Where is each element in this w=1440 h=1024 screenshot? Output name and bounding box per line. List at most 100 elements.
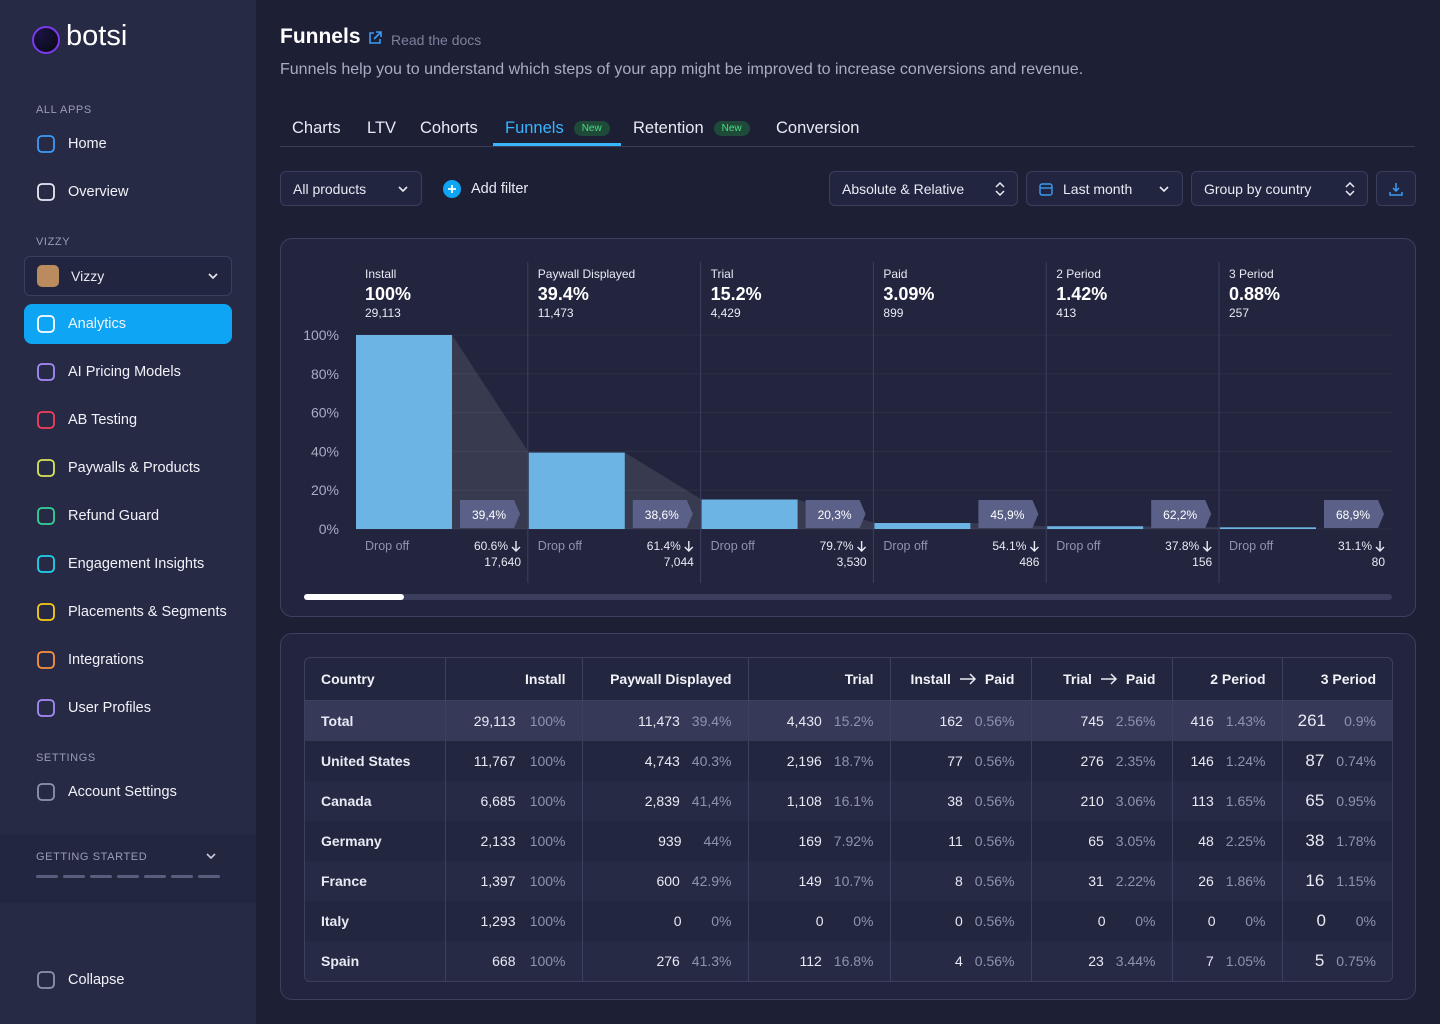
nav-icon xyxy=(37,971,55,989)
step-percent: 3.09% xyxy=(883,284,934,304)
cell-content: 26 1.86% xyxy=(1189,873,1265,889)
nav-label: Engagement Insights xyxy=(68,556,205,572)
docs-link[interactable]: Read the docs xyxy=(391,32,482,48)
y-tick-label: 80% xyxy=(311,366,339,382)
download-button[interactable] xyxy=(1376,171,1416,206)
cell-content: 4,743 40.3% xyxy=(599,753,732,769)
drop-off-label: Drop off xyxy=(883,539,928,553)
nav-item[interactable]: Paywalls & Products xyxy=(24,448,232,488)
mode-select[interactable]: Absolute & Relative xyxy=(829,171,1018,206)
drop-arrow xyxy=(857,541,867,552)
tab[interactable]: Charts xyxy=(292,110,341,146)
cell-count: 113 xyxy=(1191,793,1214,809)
cell-content: 210 3.06% xyxy=(1048,793,1155,809)
value-cell: 0 0% xyxy=(1282,901,1392,941)
value-cell: 87 0.74% xyxy=(1282,741,1392,781)
header-to: Paid xyxy=(1125,671,1156,687)
nav-item[interactable]: AI Pricing Models xyxy=(24,352,232,392)
nav-icon xyxy=(37,411,55,429)
nav-item[interactable]: Placements & Segments xyxy=(24,592,232,632)
tab-label: Charts xyxy=(292,118,341,137)
column-header: Install Paid xyxy=(890,658,1032,701)
country-cell: Total xyxy=(305,700,446,741)
nav-label: Refund Guard xyxy=(68,508,160,524)
icon-shape xyxy=(37,651,55,669)
nav-item[interactable]: User Profiles xyxy=(24,688,232,728)
nav-item[interactable]: AB Testing xyxy=(24,400,232,440)
tab[interactable]: Retention New xyxy=(633,110,750,146)
cell-percent: 0% xyxy=(1245,913,1266,929)
app-selector[interactable]: Vizzy xyxy=(24,256,232,296)
value-cell: 7 1.05% xyxy=(1172,941,1283,981)
progress xyxy=(36,875,220,878)
nav-item[interactable]: Overview xyxy=(24,172,232,212)
cell-percent: 41,4% xyxy=(691,793,732,809)
icon-shape xyxy=(37,135,55,153)
value-cell: 26 1.86% xyxy=(1172,861,1283,901)
add-filter-label: Add filter xyxy=(471,180,529,197)
cell-content: 29,113 100% xyxy=(462,713,566,729)
chevron xyxy=(206,853,216,860)
column-header: Trial Paid xyxy=(1031,658,1173,701)
step-name: Paywall Displayed xyxy=(538,267,635,281)
cell-count: 77 xyxy=(947,753,963,769)
cell-content: 38 1.78% xyxy=(1299,831,1376,851)
cell-content: 939 44% xyxy=(599,833,732,849)
bar xyxy=(701,499,798,529)
cell-content: 112 16.8% xyxy=(765,953,873,969)
cell-percent: 44% xyxy=(703,833,732,849)
cell-count: 276 xyxy=(656,953,680,969)
products-select[interactable]: All products xyxy=(280,171,422,206)
tab[interactable]: Funnels New xyxy=(505,110,610,146)
nav-label: Integrations xyxy=(68,652,144,668)
period-select[interactable]: Last month xyxy=(1026,171,1183,206)
nav-item[interactable]: Collapse xyxy=(24,960,232,1000)
y-tick-label: 0% xyxy=(319,521,339,537)
value-cell: 4 0.56% xyxy=(890,941,1032,981)
tab-label: Conversion xyxy=(776,118,860,137)
cell-percent: 0.74% xyxy=(1336,753,1376,769)
step-percent: 1.42% xyxy=(1056,284,1107,304)
drop-badge-label: 62,2% xyxy=(1163,508,1197,522)
cell-percent: 0% xyxy=(711,913,732,929)
column-header: 3 Period xyxy=(1282,658,1392,701)
cell-percent: 18.7% xyxy=(833,753,874,769)
value-cell: 2,133 100% xyxy=(445,821,583,861)
cell-content: 11,473 39.4% xyxy=(599,713,731,729)
nav-item[interactable]: Engagement Insights xyxy=(24,544,232,584)
nav-item[interactable]: Refund Guard xyxy=(24,496,232,536)
cell-percent: 0.56% xyxy=(974,793,1015,809)
nav-item[interactable]: Home xyxy=(24,124,232,164)
download-icon xyxy=(1389,182,1403,196)
tab[interactable]: LTV xyxy=(367,110,396,146)
header-row: Country Install Paywall Displayed Trial Inst… xyxy=(305,658,1392,701)
nav-item[interactable]: Analytics xyxy=(24,304,232,344)
tab[interactable]: Cohorts xyxy=(420,110,478,146)
nav-icon xyxy=(37,783,55,801)
group-select[interactable]: Group by country xyxy=(1191,171,1368,206)
cell-count: 261 xyxy=(1297,711,1326,730)
tab[interactable]: Conversion xyxy=(776,110,859,146)
nav-icon xyxy=(37,699,55,717)
value-cell: 38 0.56% xyxy=(890,781,1032,821)
chevron-path xyxy=(208,273,218,280)
country-cell: Germany xyxy=(305,821,446,861)
nav-item[interactable]: Account Settings xyxy=(24,772,232,812)
cell-percent: 2.35% xyxy=(1115,753,1156,769)
step-count: 4,429 xyxy=(711,306,741,320)
cell-count: 4,743 xyxy=(644,753,680,769)
add-filter[interactable]: Add filter xyxy=(443,171,528,206)
cell-percent: 100% xyxy=(529,753,566,769)
nav-item[interactable]: Integrations xyxy=(24,640,232,680)
calendar-icon xyxy=(1039,182,1053,196)
cell-percent: 10.7% xyxy=(833,873,874,889)
tab-label: LTV xyxy=(367,118,397,137)
cell-percent: 100% xyxy=(529,713,566,729)
cell-content: 5 0.75% xyxy=(1299,951,1376,971)
cell-content: 2,839 41,4% xyxy=(599,793,732,809)
cell-count: 29,113 xyxy=(473,713,516,729)
cell-content: 11 0.56% xyxy=(907,833,1014,849)
value-cell: 939 44% xyxy=(582,821,749,861)
value-cell: 745 2.56% xyxy=(1031,700,1173,741)
drop-off-label: Drop off xyxy=(538,539,583,553)
